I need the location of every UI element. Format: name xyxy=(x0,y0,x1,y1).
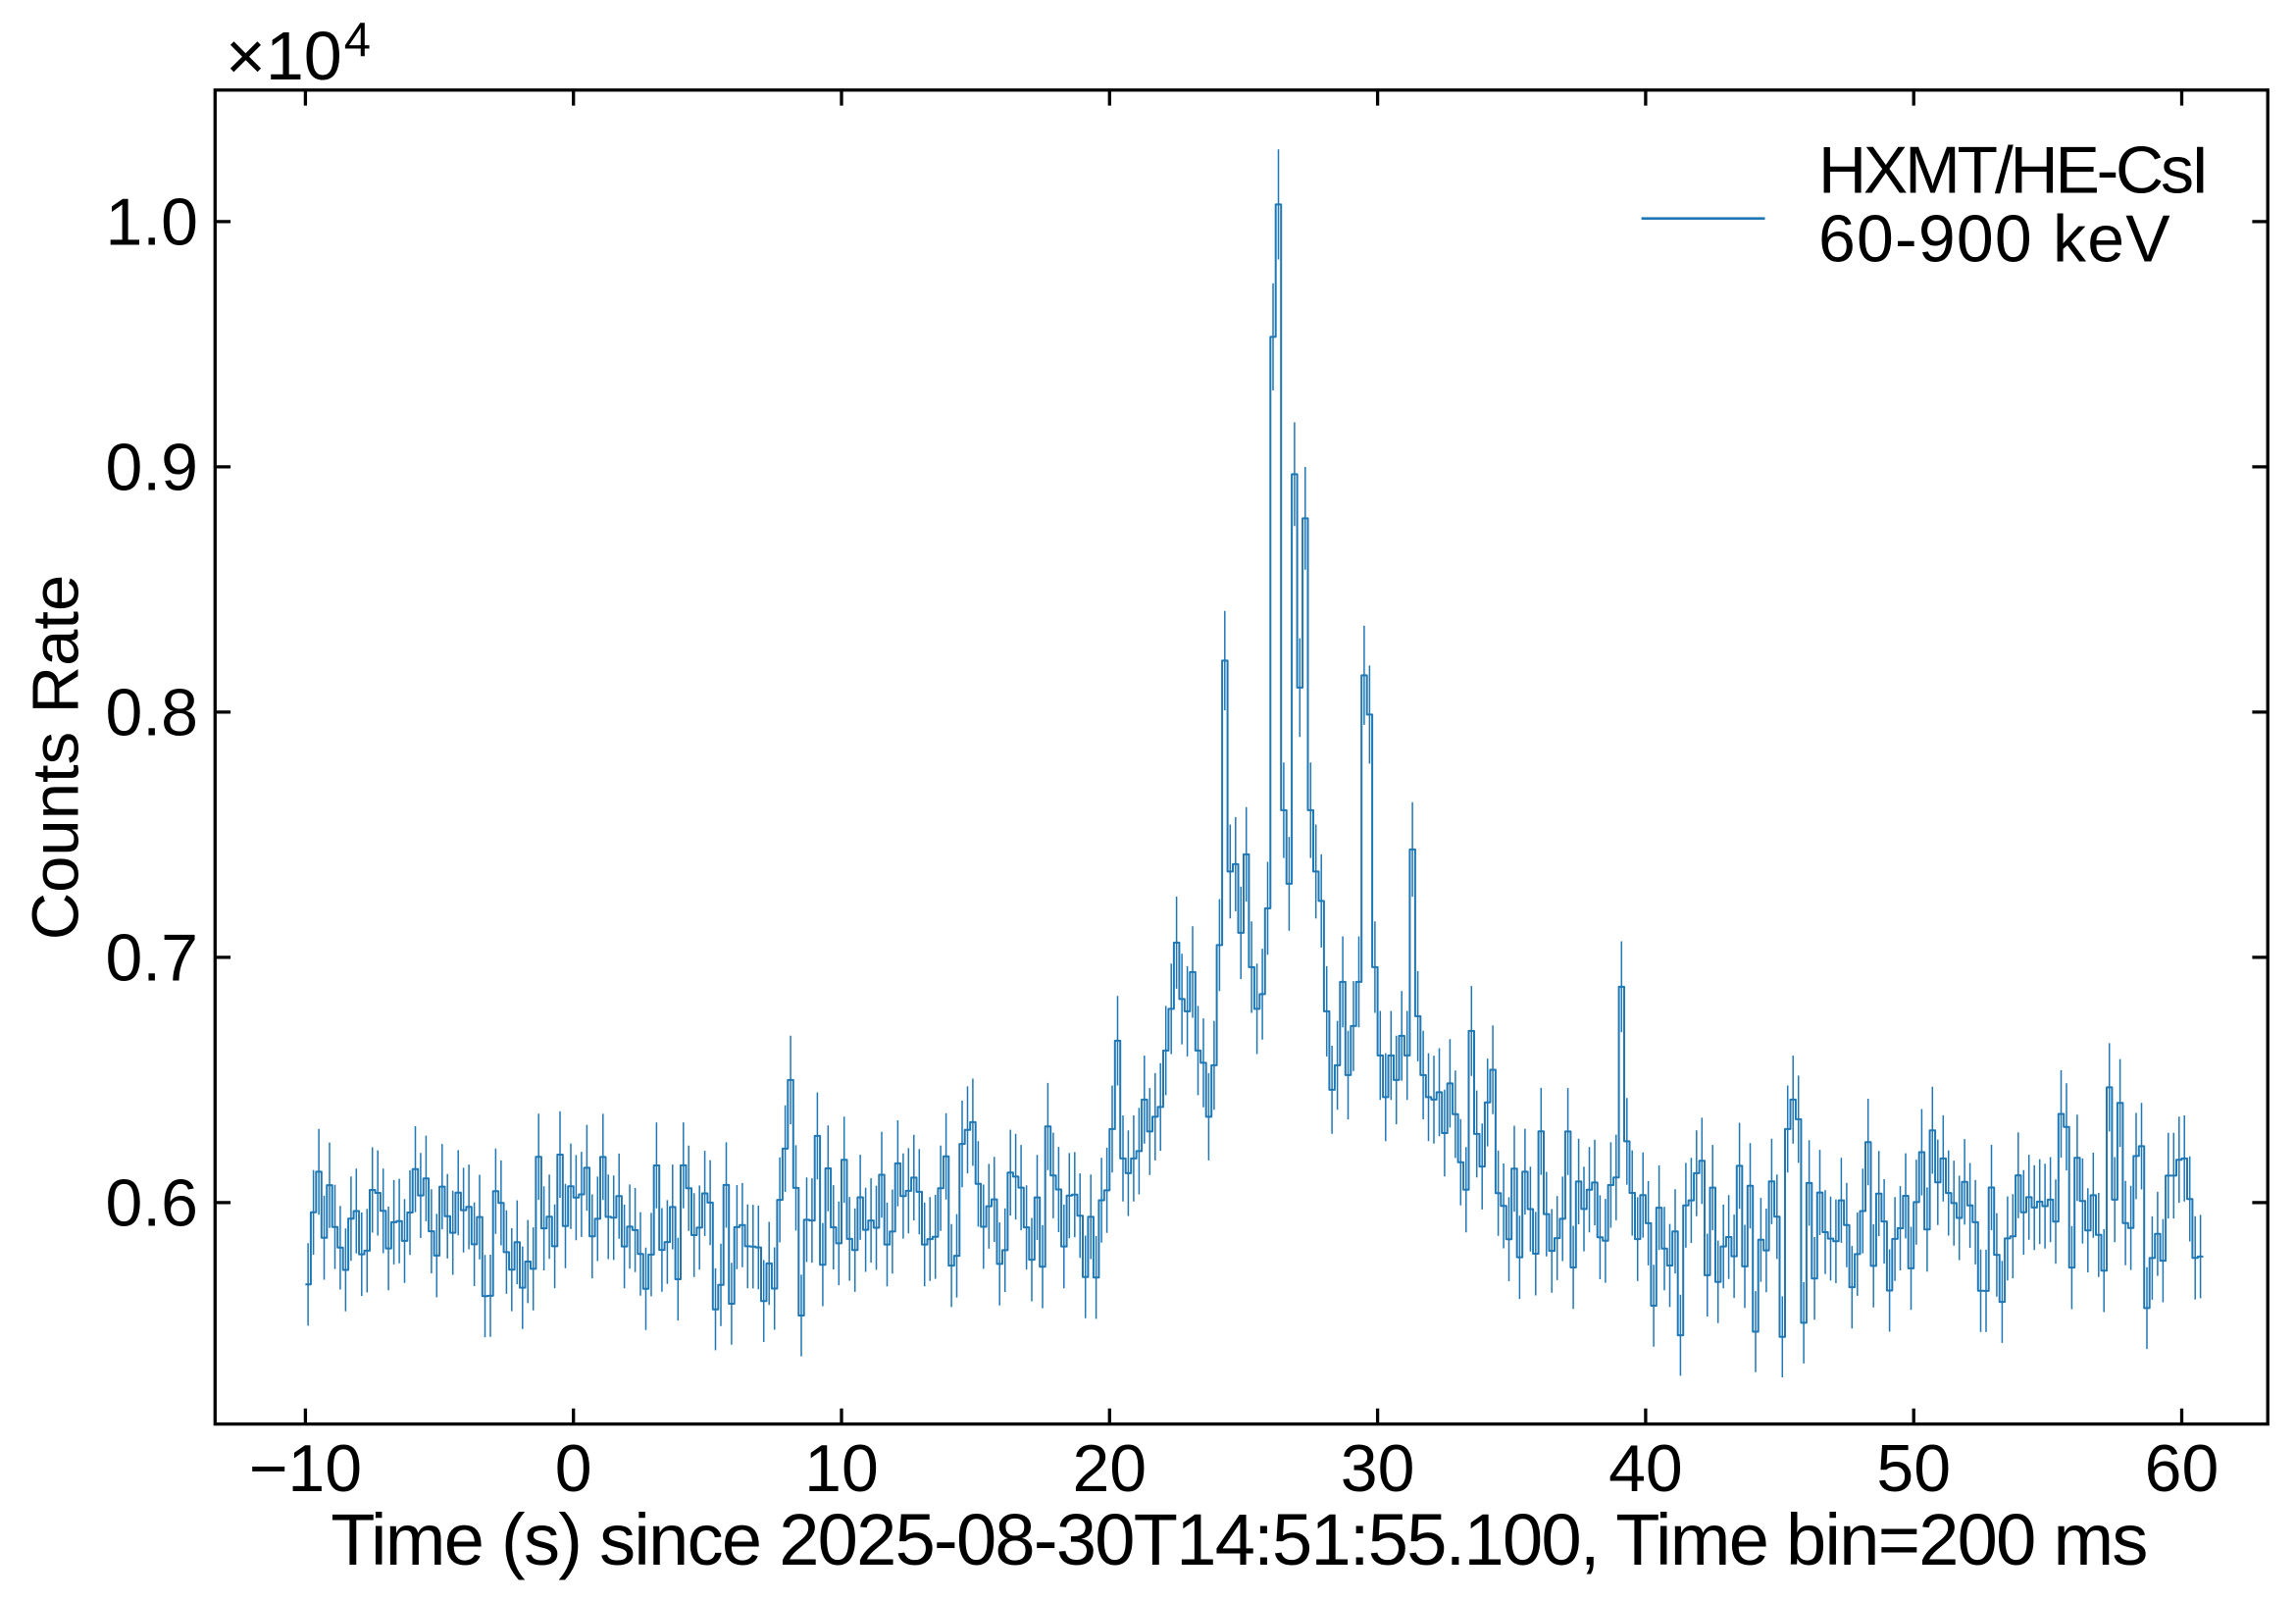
svg-text:0.6: 0.6 xyxy=(105,1165,198,1240)
svg-text:40: 40 xyxy=(1608,1431,1683,1506)
svg-text:Time (s) since 2025-08-30T14:5: Time (s) since 2025-08-30T14:51:55.100, … xyxy=(331,1499,2146,1580)
svg-text:60: 60 xyxy=(2145,1431,2219,1506)
svg-text:0: 0 xyxy=(555,1431,592,1506)
svg-text:30: 30 xyxy=(1341,1431,1415,1506)
svg-text:50: 50 xyxy=(1876,1431,1951,1506)
svg-text:60-900 keV: 60-900 keV xyxy=(1818,202,2171,277)
svg-text:×104: ×104 xyxy=(226,14,371,94)
svg-text:0.7: 0.7 xyxy=(105,920,198,995)
svg-text:1.0: 1.0 xyxy=(105,184,198,259)
svg-text:−10: −10 xyxy=(249,1431,362,1506)
svg-text:0.8: 0.8 xyxy=(105,675,198,749)
svg-text:20: 20 xyxy=(1072,1431,1147,1506)
svg-text:0.9: 0.9 xyxy=(105,430,198,504)
svg-text:HXMT/HE-CsI: HXMT/HE-CsI xyxy=(1818,133,2206,208)
svg-text:10: 10 xyxy=(804,1431,879,1506)
svg-text:Counts Rate: Counts Rate xyxy=(20,575,93,940)
